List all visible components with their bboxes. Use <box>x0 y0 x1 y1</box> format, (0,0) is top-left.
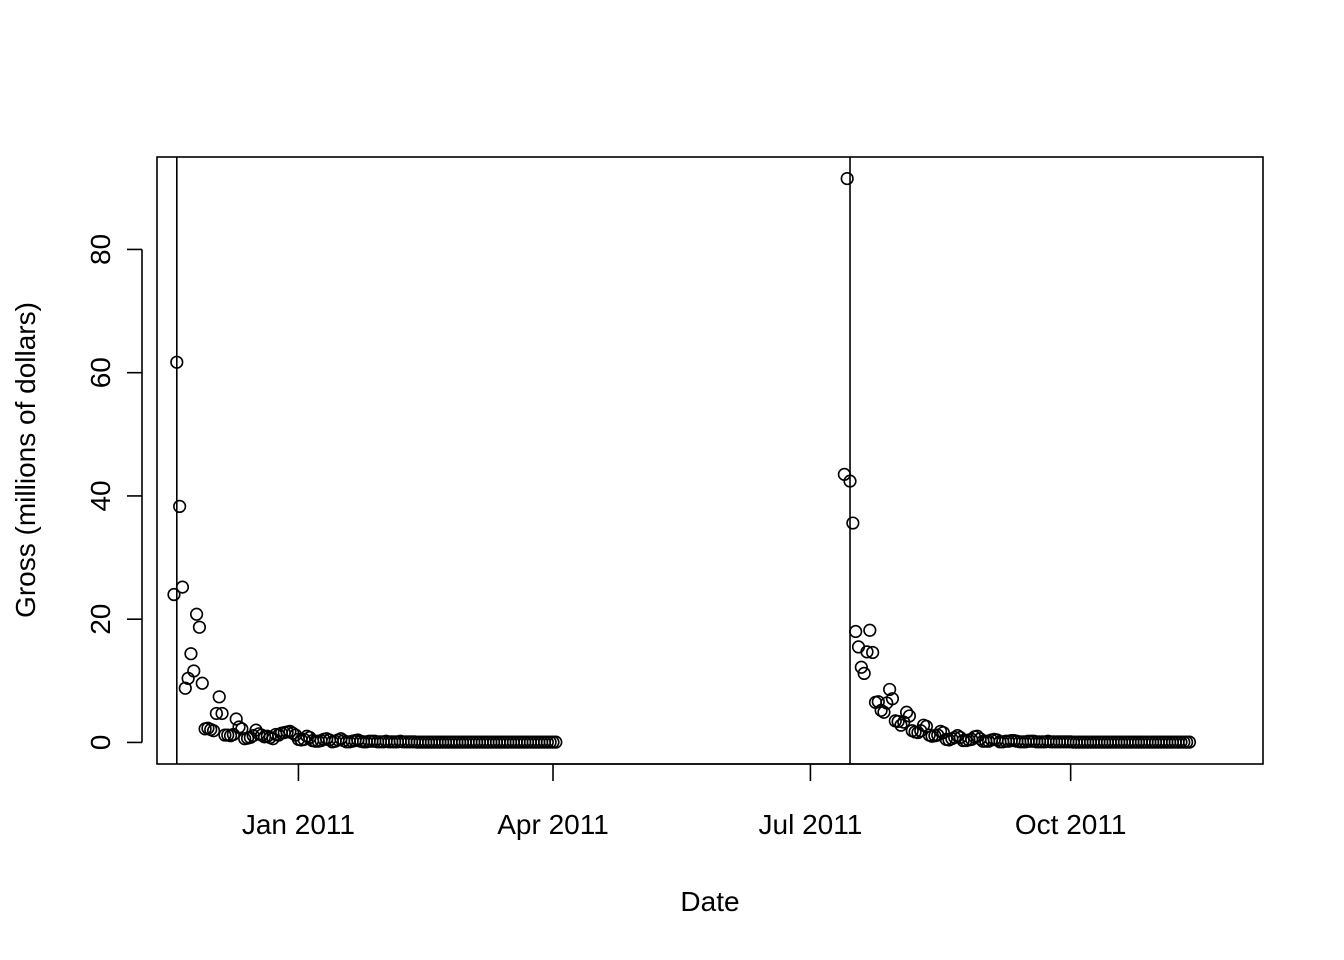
data-point-s2-13 <box>871 695 885 709</box>
data-point-s1-32 <box>255 728 269 742</box>
data-point-s2-15 <box>877 705 891 719</box>
data-point-s1-4 <box>175 580 190 594</box>
data-point-s1-9 <box>190 607 204 621</box>
data-point-s1-17 <box>212 690 226 704</box>
data-point-s1-23 <box>229 712 243 726</box>
data-point-s2-30 <box>919 719 933 734</box>
y-axis-label: Gross (millions of dollars) <box>10 302 41 618</box>
data-point-s1-10 <box>192 620 207 634</box>
y-tick-label-80: 80 <box>85 234 116 265</box>
x-tick-label-4: Oct 2011 <box>1015 809 1127 840</box>
data-point-s1-11 <box>195 676 209 690</box>
data-point-s2-8 <box>857 666 871 681</box>
data-point-s2-3 <box>843 474 857 488</box>
y-axis: 0 20 40 60 80 <box>85 234 143 751</box>
data-point-s1-2 <box>170 355 184 369</box>
data-point-s1-5 <box>178 681 192 695</box>
x-axis: Jan 2011 Apr 2011 Jul 2011 Oct 2011 <box>242 763 1127 840</box>
data-point-s1-1 <box>167 587 181 602</box>
y-tick-label-20: 20 <box>85 604 116 635</box>
data-point-s2-17 <box>883 682 897 697</box>
data-point-s1-3 <box>173 499 187 514</box>
data-point-s2-20 <box>891 714 905 729</box>
data-point-s2-123 <box>1182 735 1197 749</box>
data-point-s2-5 <box>849 624 863 639</box>
data-points <box>167 171 1197 749</box>
y-tick-label-40: 40 <box>85 480 116 511</box>
data-point-s2-18 <box>885 692 900 706</box>
release-date-lines <box>176 157 851 764</box>
x-tick-label-3: Jul 2011 <box>759 809 863 840</box>
data-point-s1-136 <box>549 735 563 749</box>
data-point-s1-8 <box>187 664 201 678</box>
y-tick-label-0: 0 <box>85 735 116 751</box>
plot-frame <box>156 156 1264 765</box>
data-point-s1-18 <box>215 706 229 721</box>
data-point-s1-24 <box>232 720 246 734</box>
data-point-s2-21 <box>894 718 908 732</box>
x-tick-label-2: Apr 2011 <box>497 809 609 840</box>
data-point-s2-9 <box>860 645 874 659</box>
data-point-s1-15 <box>206 724 221 738</box>
data-point-s2-7 <box>854 660 868 674</box>
data-point-s2-2 <box>840 171 854 186</box>
data-point-s1-16 <box>209 706 223 721</box>
data-point-s1-7 <box>184 647 198 661</box>
data-point-s2-4 <box>846 516 860 530</box>
data-point-s2-23 <box>899 705 914 719</box>
data-point-s2-24 <box>902 709 917 723</box>
y-tick-label-60: 60 <box>85 357 116 388</box>
data-point-s2-6 <box>851 640 866 654</box>
x-tick-label-1: Jan 2011 <box>242 809 355 840</box>
data-point-s2-10 <box>863 623 877 637</box>
x-axis-label: Date <box>680 886 739 917</box>
data-point-s1-25 <box>235 722 249 736</box>
data-point-s2-11 <box>866 645 880 660</box>
